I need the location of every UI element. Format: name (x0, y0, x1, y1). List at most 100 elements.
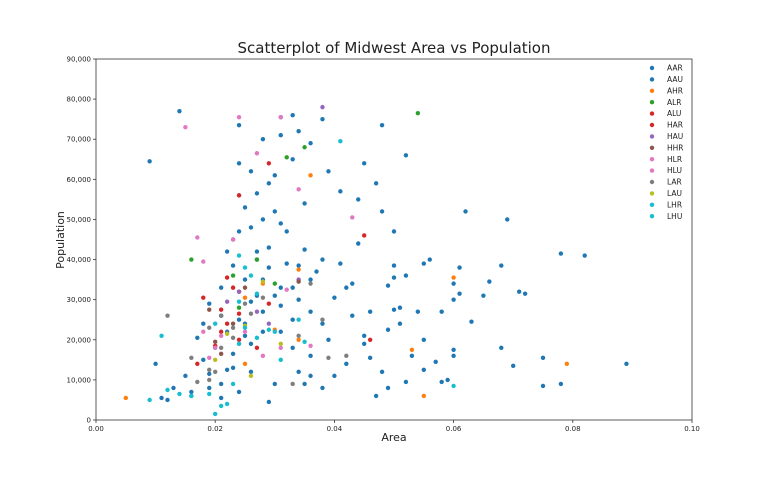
data-point (123, 395, 128, 401)
x-axis-ticks: 0.00 0.02 0.04 0.06 0.08 0.10 (88, 420, 700, 433)
data-point (230, 351, 236, 357)
x-tick-label: 0.08 (565, 425, 581, 433)
data-point (254, 257, 260, 262)
data-point (207, 307, 212, 312)
legend-marker (649, 134, 655, 139)
data-point (415, 110, 421, 116)
series-har (195, 285, 260, 367)
data-point (469, 319, 474, 324)
data-point (290, 285, 295, 290)
legend: AAR AAU AHR ALR ALU HAR HAU HHR HLR HLU LAR LAU LHR L… (649, 64, 684, 221)
x-tick-label: 0.00 (88, 425, 104, 433)
data-point (320, 257, 325, 262)
data-point (540, 355, 546, 361)
data-point (350, 281, 355, 286)
data-point (201, 357, 206, 363)
data-point (278, 285, 283, 290)
data-point (230, 381, 236, 387)
data-point (236, 311, 242, 316)
data-point (356, 197, 361, 202)
data-point (326, 355, 331, 361)
data-point (481, 293, 486, 298)
data-point (278, 303, 283, 308)
data-point (332, 295, 337, 300)
data-point (224, 401, 230, 407)
y-tick-label: 50,000 (67, 216, 92, 224)
data-point (230, 273, 236, 278)
data-point (350, 313, 355, 318)
data-point (344, 361, 349, 367)
data-point (230, 321, 236, 326)
data-point (522, 291, 528, 296)
data-point (385, 385, 391, 391)
data-point (248, 273, 254, 278)
data-point (278, 329, 283, 334)
data-point (284, 155, 289, 160)
data-point (218, 351, 224, 357)
data-point (272, 381, 277, 387)
data-point (308, 141, 313, 146)
legend-label: AAR (667, 64, 683, 73)
data-point (266, 181, 272, 186)
data-point (421, 367, 426, 373)
data-point (207, 377, 212, 383)
data-point (391, 307, 397, 312)
data-point (511, 363, 516, 369)
legend-marker (649, 77, 655, 82)
legend-marker (649, 65, 655, 71)
data-point (338, 189, 343, 194)
legend-item-aau: AAU (649, 75, 683, 84)
legend-item-lau: LAU (649, 189, 682, 198)
data-point (266, 327, 272, 332)
data-point (332, 373, 337, 379)
data-point (207, 301, 212, 306)
data-point (558, 381, 564, 387)
data-point (320, 104, 325, 110)
data-point (236, 389, 242, 395)
data-point (236, 289, 242, 294)
data-point (457, 291, 462, 296)
data-point (236, 337, 242, 342)
data-point (457, 265, 462, 270)
data-point (159, 395, 164, 401)
data-point (207, 325, 212, 330)
data-point (391, 275, 397, 280)
data-point (278, 341, 283, 346)
data-point (165, 313, 170, 318)
legend-label: LAR (667, 178, 682, 187)
data-point (379, 369, 385, 375)
data-point (451, 297, 456, 302)
series-lhu (147, 325, 456, 417)
data-point (272, 281, 277, 286)
legend-item-hlu: HLU (649, 166, 682, 175)
legend-item-hlr: HLR (649, 155, 682, 164)
data-point (224, 321, 230, 326)
data-point (278, 114, 283, 120)
data-point (254, 291, 260, 296)
data-point (260, 217, 266, 222)
legend-item-alr: ALR (649, 98, 682, 107)
data-point (308, 353, 313, 359)
data-point (248, 373, 254, 379)
legend-marker (649, 168, 655, 173)
data-point (218, 345, 224, 350)
data-point (201, 321, 206, 326)
data-point (242, 285, 248, 290)
data-point (242, 277, 248, 282)
legend-marker (649, 157, 655, 162)
data-point (266, 161, 272, 166)
data-point (230, 335, 236, 340)
data-point (201, 259, 206, 264)
data-point (177, 108, 182, 114)
data-point (201, 329, 206, 334)
data-point (296, 129, 301, 134)
data-point (463, 209, 468, 214)
data-point (302, 201, 307, 206)
data-point (451, 347, 456, 353)
data-point (350, 215, 355, 220)
y-tick-label: 0 (87, 417, 91, 425)
x-tick-label: 0.04 (327, 425, 343, 433)
data-point (308, 343, 313, 348)
data-point (195, 361, 200, 367)
data-point (272, 173, 277, 178)
